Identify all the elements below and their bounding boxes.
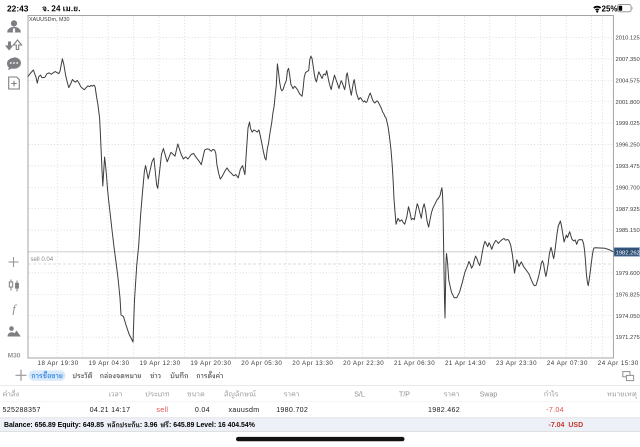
- svg-text:1971.275: 1971.275: [616, 335, 640, 341]
- svg-text:Swap: Swap: [480, 391, 498, 398]
- svg-text:xauusdm: xauusdm: [229, 406, 260, 414]
- svg-text:19 Apr 12:30: 19 Apr 12:30: [139, 360, 180, 367]
- svg-text:sell: sell: [156, 406, 168, 414]
- svg-text:-7.04: -7.04: [546, 406, 564, 414]
- svg-text:19 Apr 20:30: 19 Apr 20:30: [190, 360, 231, 367]
- svg-text:1980.702: 1980.702: [276, 406, 308, 414]
- svg-text:19 Apr 04:30: 19 Apr 04:30: [88, 360, 129, 367]
- svg-text:1974.050: 1974.050: [616, 314, 640, 320]
- svg-text:525288357: 525288357: [3, 406, 41, 414]
- svg-text:Balance: 656.89 Equity: 649.85: Balance: 656.89 Equity: 649.85: [4, 422, 104, 429]
- svg-text:1999.025: 1999.025: [616, 121, 640, 127]
- svg-text:T/P: T/P: [399, 391, 410, 398]
- svg-text:1993.475: 1993.475: [616, 164, 640, 170]
- svg-text:-7.04 USD: -7.04 USD: [549, 422, 584, 429]
- svg-text:23 Apr 23:30: 23 Apr 23:30: [496, 360, 537, 367]
- svg-text:1982.462: 1982.462: [428, 406, 460, 414]
- svg-text:20 Apr 13:30: 20 Apr 13:30: [292, 360, 333, 367]
- svg-text:f: f: [12, 302, 17, 316]
- svg-text:2001.800: 2001.800: [616, 100, 640, 106]
- svg-text:M30: M30: [8, 352, 21, 359]
- svg-text:1996.250: 1996.250: [616, 143, 640, 149]
- svg-text:21 Apr 14:30: 21 Apr 14:30: [445, 360, 486, 367]
- svg-text:21 Apr 06:30: 21 Apr 06:30: [394, 360, 435, 367]
- svg-text:: 645.89 Level: 16 404.54%: : 645.89 Level: 16 404.54%: [169, 422, 255, 429]
- svg-text:XAUUSDm, M30: XAUUSDm, M30: [29, 17, 69, 23]
- svg-text:20 Apr 05:30: 20 Apr 05:30: [241, 360, 282, 367]
- svg-text:0.04: 0.04: [195, 406, 210, 414]
- svg-text:1982.262: 1982.262: [616, 250, 640, 256]
- svg-text:2004.575: 2004.575: [616, 78, 640, 84]
- svg-text:18 Apr 19:30: 18 Apr 19:30: [38, 360, 79, 367]
- svg-text:24 Apr 15:30: 24 Apr 15:30: [598, 360, 639, 367]
- svg-text:S/L: S/L: [354, 391, 365, 398]
- svg-text:25%: 25%: [602, 4, 618, 13]
- svg-text:04.21 14:17: 04.21 14:17: [90, 406, 131, 414]
- svg-text:22:43: 22:43: [7, 3, 29, 13]
- svg-text:20 Apr 22:30: 20 Apr 22:30: [343, 360, 384, 367]
- svg-text:2007.350: 2007.350: [616, 57, 640, 63]
- svg-text:1990.700: 1990.700: [616, 185, 640, 191]
- svg-text:1976.825: 1976.825: [616, 292, 640, 298]
- svg-text:1985.150: 1985.150: [616, 228, 640, 234]
- svg-text:1987.925: 1987.925: [616, 207, 640, 213]
- svg-text:: 3.96: : 3.96: [140, 422, 158, 429]
- svg-text:2010.125: 2010.125: [616, 36, 640, 42]
- svg-text:1979.600: 1979.600: [616, 271, 640, 277]
- svg-text:sell 0.04: sell 0.04: [31, 256, 54, 263]
- svg-text:24 Apr 07:30: 24 Apr 07:30: [547, 360, 588, 367]
